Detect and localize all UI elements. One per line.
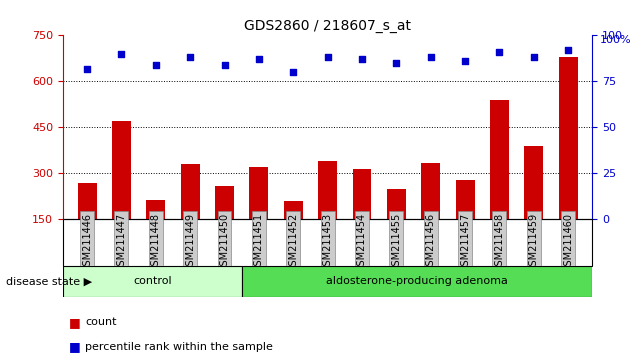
Bar (112, 121, 131, 219)
Text: GSM211448: GSM211448 (151, 213, 161, 272)
Bar (77, 183, 96, 219)
FancyBboxPatch shape (242, 266, 592, 297)
Point (426, 55, 436, 60)
Point (357, 57, 367, 62)
Point (323, 55, 333, 60)
Text: GSM211453: GSM211453 (323, 213, 333, 272)
Text: 100%: 100% (600, 35, 630, 45)
Text: GSM211456: GSM211456 (426, 213, 436, 272)
Text: aldosterone-producing adenoma: aldosterone-producing adenoma (326, 276, 508, 286)
Title: GDS2860 / 218607_s_at: GDS2860 / 218607_s_at (244, 19, 411, 33)
Point (529, 55, 539, 60)
Text: GSM211458: GSM211458 (495, 213, 505, 272)
Bar (387, 189, 406, 219)
Text: GSM211452: GSM211452 (289, 213, 298, 272)
Text: ■: ■ (69, 316, 81, 329)
Bar (421, 163, 440, 219)
Bar (318, 161, 337, 219)
Text: GSM211460: GSM211460 (563, 213, 573, 272)
Text: ■: ■ (69, 341, 81, 353)
Text: GSM211449: GSM211449 (185, 213, 195, 272)
Text: count: count (85, 317, 117, 327)
Text: GSM211457: GSM211457 (460, 213, 470, 272)
Point (219, 62, 229, 68)
Text: GSM211455: GSM211455 (391, 213, 401, 272)
Text: percentile rank within the sample: percentile rank within the sample (85, 342, 273, 352)
Text: GSM211446: GSM211446 (82, 213, 92, 272)
Bar (455, 179, 474, 219)
Bar (215, 186, 234, 219)
Text: GSM211459: GSM211459 (529, 213, 539, 272)
Bar (353, 169, 372, 219)
Point (82, 66, 92, 72)
Point (185, 55, 195, 60)
Text: disease state ▶: disease state ▶ (6, 276, 93, 286)
Bar (559, 57, 578, 219)
Point (391, 60, 401, 66)
Bar (490, 100, 509, 219)
Bar (284, 201, 302, 219)
Point (495, 49, 505, 55)
Point (288, 69, 298, 75)
Point (460, 58, 470, 64)
Text: control: control (133, 276, 171, 286)
FancyBboxPatch shape (63, 266, 242, 297)
Bar (146, 200, 165, 219)
Bar (249, 167, 268, 219)
Text: GSM211447: GSM211447 (117, 213, 127, 272)
Bar (524, 146, 543, 219)
Text: GSM211454: GSM211454 (357, 213, 367, 272)
Bar (181, 164, 200, 219)
Point (254, 57, 264, 62)
Text: GSM211450: GSM211450 (219, 213, 229, 272)
Point (563, 47, 573, 53)
Point (117, 51, 127, 57)
Text: GSM211451: GSM211451 (254, 213, 264, 272)
Point (151, 62, 161, 68)
